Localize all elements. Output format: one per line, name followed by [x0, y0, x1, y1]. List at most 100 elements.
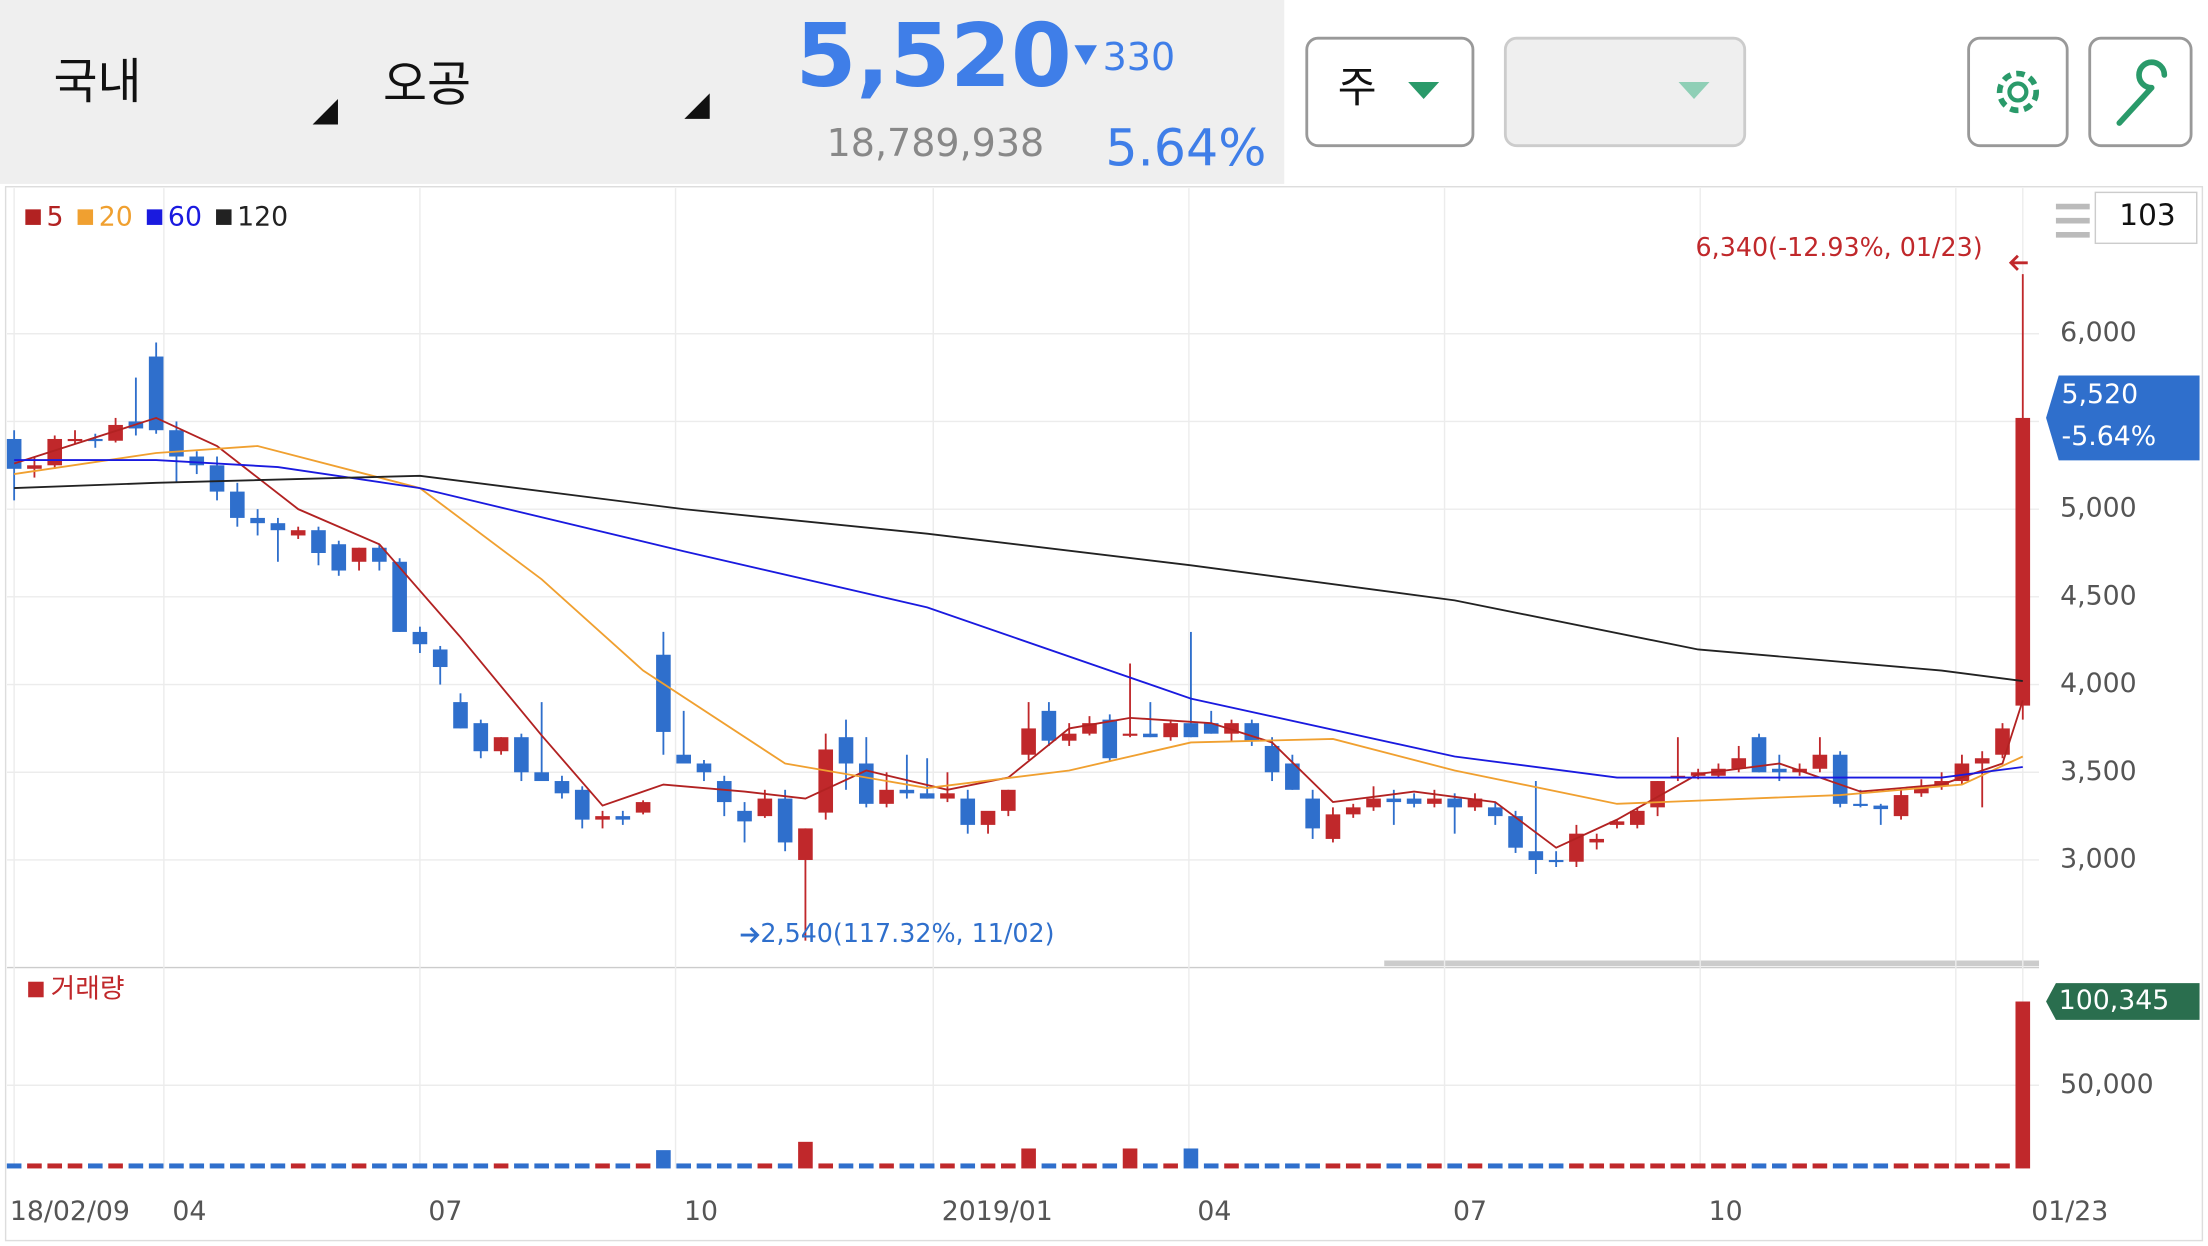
- candle-body: [1061, 733, 1077, 741]
- volume-bar: [1914, 1163, 1929, 1169]
- volume-bar: [1832, 1163, 1848, 1169]
- volume-bar: [67, 1163, 83, 1169]
- legend-swatch: [28, 981, 44, 998]
- volume-bar: [473, 1163, 489, 1169]
- candle-body: [209, 465, 225, 492]
- volume-bar: [1548, 1163, 1564, 1169]
- volume-bar: [1447, 1163, 1462, 1169]
- legend-swatch: [25, 209, 41, 225]
- candle-body: [656, 654, 671, 732]
- volume-bar: [1305, 1163, 1320, 1169]
- market[interactable]: 국내: [54, 54, 142, 110]
- legend-label: 거래량: [51, 974, 125, 1005]
- gear-icon: [1996, 70, 2040, 114]
- volume-tag: [2046, 983, 2200, 1020]
- volume-bar: [1812, 1163, 1828, 1169]
- period-select[interactable]: [1305, 36, 1475, 148]
- candle-body: [574, 789, 590, 820]
- volume-bar: [27, 1163, 42, 1169]
- volume-bar: [1467, 1163, 1483, 1169]
- candle-body: [1203, 723, 1219, 734]
- gear-icon: [2007, 81, 2029, 103]
- candle-body: [798, 828, 813, 860]
- menu-icon[interactable]: [2055, 203, 2090, 238]
- candle-body: [1264, 745, 1280, 773]
- legend-swatch: [216, 209, 232, 225]
- candle-body: [696, 763, 712, 773]
- candle-body: [1548, 859, 1564, 863]
- candle-body: [311, 530, 326, 554]
- candle-body: [1183, 723, 1199, 738]
- candle-body: [331, 544, 347, 571]
- candle-body: [1406, 798, 1422, 804]
- candle-body: [1974, 758, 1990, 764]
- ma-line: [14, 474, 2023, 682]
- candle-body: [1082, 723, 1097, 734]
- volume-bar: [554, 1163, 570, 1169]
- volume-bar: [1731, 1163, 1747, 1169]
- x-tick-label: 10: [1709, 1196, 1743, 1227]
- volume-bar: [1082, 1163, 1097, 1169]
- volume-bar: [432, 1163, 448, 1169]
- candle-body: [493, 737, 509, 752]
- x-tick-label: 04: [1197, 1196, 1231, 1227]
- count-box[interactable]: [2094, 191, 2198, 245]
- candle-body: [1467, 798, 1483, 808]
- candle-body: [676, 754, 691, 764]
- volume-bar: [1203, 1163, 1219, 1169]
- candle-body: [1812, 754, 1828, 769]
- rate: 5.64%: [1105, 118, 1266, 177]
- volume-bar: [148, 1163, 164, 1169]
- candle-body: [67, 438, 83, 442]
- tools-button[interactable]: [2088, 36, 2193, 148]
- volume-bar: [169, 1163, 184, 1169]
- volume-bar: [108, 1163, 123, 1169]
- settings-button[interactable]: [1967, 36, 2069, 148]
- scrollbar[interactable]: [1384, 960, 2040, 967]
- candle-body: [473, 723, 489, 752]
- volume-bar: [1061, 1163, 1077, 1169]
- volume-bar: [1102, 1163, 1118, 1169]
- dropdown-arrow[interactable]: [312, 99, 338, 125]
- volume-bar: [757, 1163, 773, 1169]
- candle-body: [1102, 719, 1118, 759]
- volume-bar: [1163, 1163, 1178, 1169]
- candle-body: [716, 781, 732, 803]
- volume-bar: [1386, 1163, 1402, 1169]
- candle-body: [270, 523, 286, 531]
- volume-bar: [980, 1163, 996, 1169]
- price-tag-label: 5,520: [2062, 379, 2139, 410]
- stock-name[interactable]: 오공: [383, 57, 471, 113]
- price-tag-label: -5.64%: [2062, 421, 2157, 452]
- volume-bar: [1528, 1163, 1544, 1169]
- volume-bar: [656, 1150, 671, 1169]
- candle-body: [351, 547, 367, 562]
- volume-bar: [1285, 1163, 1300, 1169]
- volume-bar: [534, 1163, 549, 1169]
- volume-bar: [1041, 1163, 1057, 1169]
- volume-bar: [676, 1163, 691, 1169]
- candle-body: [919, 793, 935, 799]
- volume-bar: [290, 1163, 306, 1169]
- volume-bar: [372, 1163, 387, 1169]
- volume-bar: [189, 1163, 205, 1169]
- volume-bar: [1893, 1163, 1909, 1169]
- header-bg: [0, 0, 1285, 184]
- ma-line: [14, 445, 2024, 805]
- candle-body: [534, 772, 549, 782]
- volume-bar: [453, 1163, 468, 1169]
- volume-bar: [1954, 1163, 1970, 1169]
- volume-bar: [595, 1163, 610, 1169]
- x-tick-label: 10: [684, 1196, 718, 1227]
- y-tick-label: 6,000: [2060, 317, 2137, 348]
- candle-body: [189, 456, 205, 466]
- empty-select[interactable]: [1503, 36, 1747, 148]
- volume-bar: [879, 1163, 894, 1169]
- candle-body: [1021, 728, 1036, 755]
- candle-body: [1650, 781, 1665, 808]
- dropdown-arrow[interactable]: [684, 93, 710, 119]
- candle-body: [1366, 798, 1381, 808]
- candle-body: [899, 789, 915, 794]
- candle-body: [980, 810, 996, 825]
- low-annotation: 2,540(117.32%, 11/02): [760, 918, 1054, 948]
